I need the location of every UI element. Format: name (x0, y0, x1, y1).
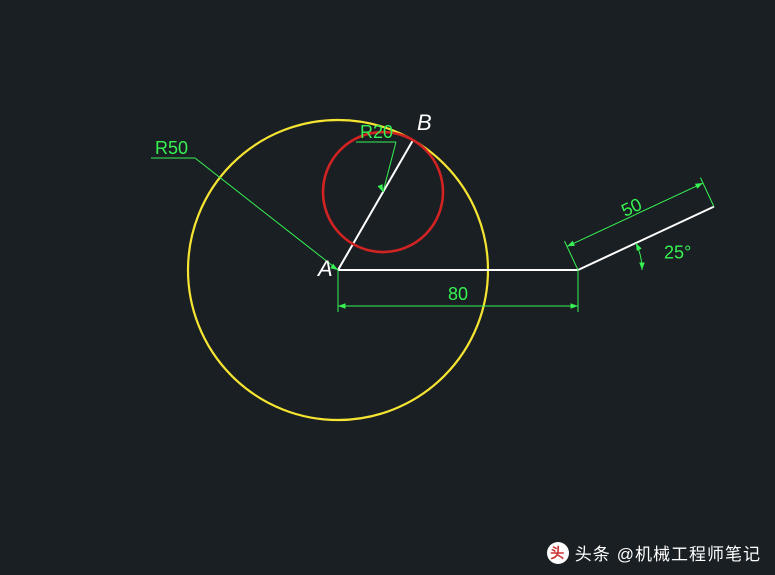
line-angled-50 (578, 207, 714, 270)
watermark-prefix: 头条 (575, 540, 611, 565)
drawing-svg: R50 R20 80 50 25° A B (0, 0, 775, 575)
dim-label-r50: R50 (155, 138, 188, 158)
point-label-b: B (417, 110, 432, 135)
watermark-text: @机械工程师笔记 (617, 540, 761, 565)
toutiao-logo-icon: 头 (547, 542, 569, 564)
dim-label-50: 50 (618, 194, 645, 221)
dim-label-r20: R20 (360, 122, 393, 142)
point-label-a: A (316, 256, 333, 281)
dim-label-80: 80 (448, 284, 468, 304)
cad-canvas: R50 R20 80 50 25° A B 头 头条 @机械工程师笔记 (0, 0, 775, 575)
dim-label-25deg: 25° (664, 242, 691, 262)
watermark: 头 头条 @机械工程师笔记 (547, 540, 761, 565)
